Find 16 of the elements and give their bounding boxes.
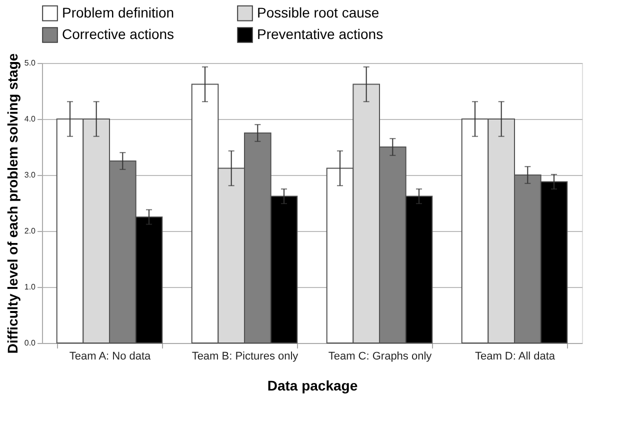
legend-label: Preventative actions — [257, 26, 384, 42]
y-tick-label: 5.0 — [24, 58, 36, 68]
y-axis-title: Difficulty level of each problem solving stage — [4, 53, 20, 354]
x-tick-label: Team C: Graphs only — [328, 350, 432, 362]
x-axis-title: Data package — [267, 378, 358, 394]
legend-label: Corrective actions — [62, 26, 174, 42]
x-tick-label: Team A: No data — [69, 350, 152, 362]
legend-label: Problem definition — [62, 4, 174, 20]
x-tick-label: Team B: Pictures only — [192, 350, 299, 362]
y-tick-label: 4.0 — [24, 114, 36, 124]
y-tick-label: 3.0 — [24, 170, 36, 180]
legend-label: Possible root cause — [257, 4, 380, 20]
y-tick-label: 0.0 — [24, 338, 36, 348]
y-tick-label: 2.0 — [24, 226, 36, 236]
x-tick-label: Team D: All data — [474, 350, 556, 362]
y-tick-label: 1.0 — [24, 282, 36, 292]
